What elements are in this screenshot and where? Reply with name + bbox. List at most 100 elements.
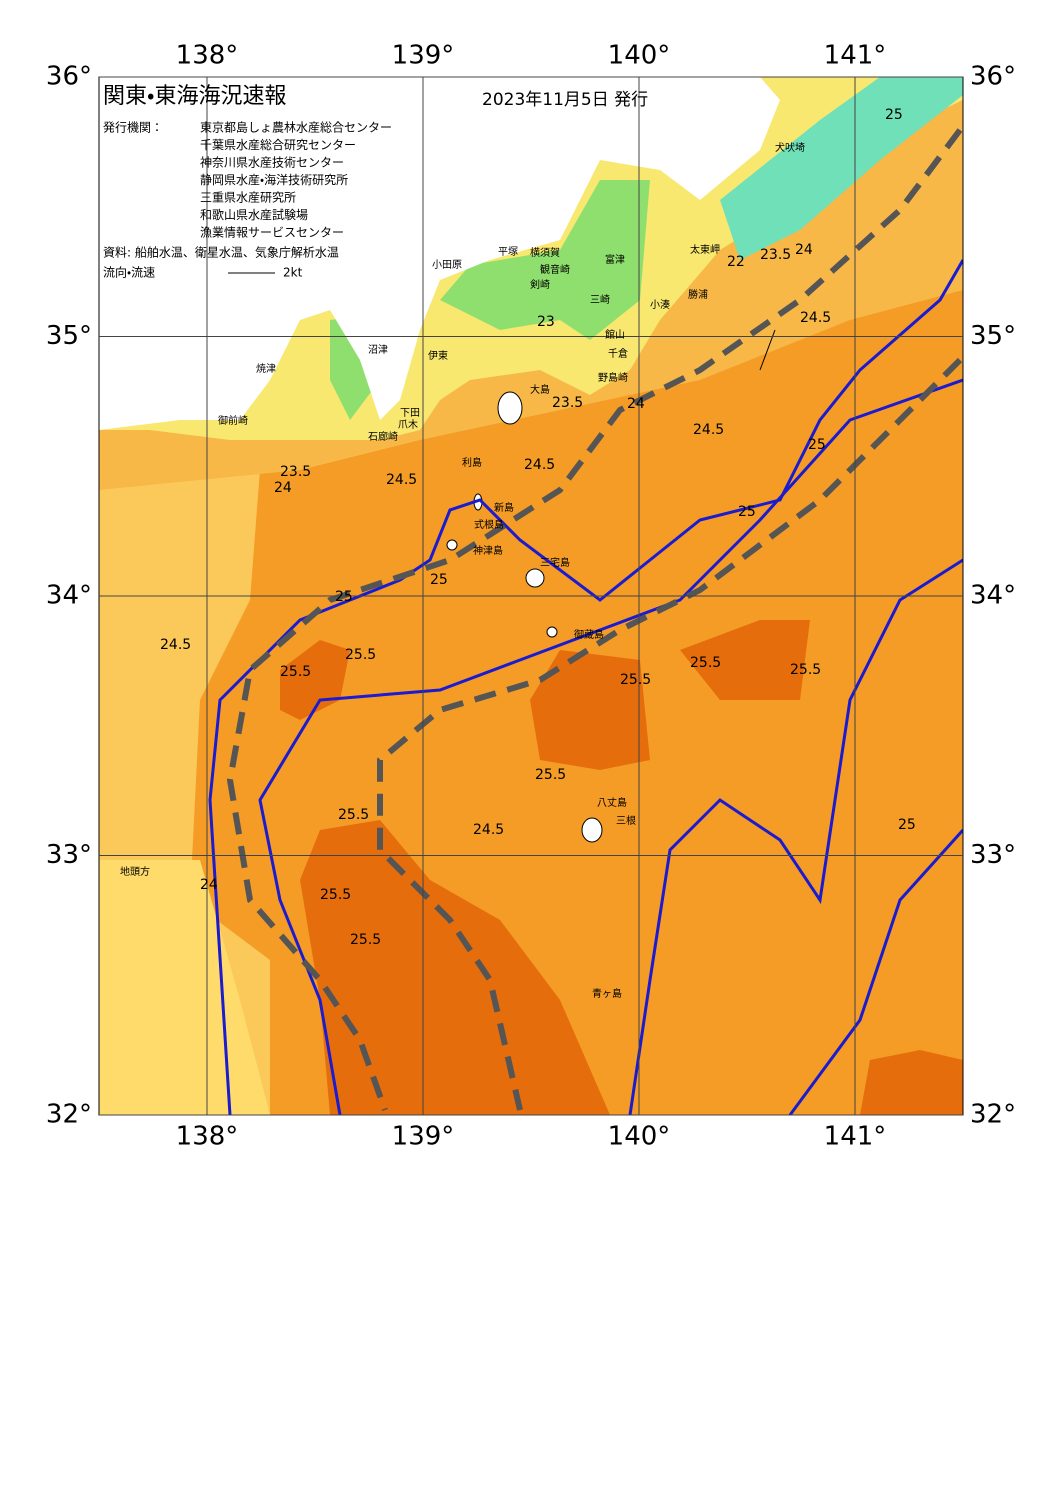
isotherm-label: 25.5 bbox=[790, 662, 821, 678]
publisher: 東京都島しょ農林水産総合センター bbox=[200, 120, 392, 135]
isotherm-label: 25 bbox=[885, 107, 903, 123]
place-name: 野島崎 bbox=[598, 371, 628, 384]
sea-hot bbox=[680, 620, 810, 700]
sea-hot bbox=[530, 650, 650, 770]
isotherm-label: 25 bbox=[335, 589, 353, 605]
place-name: 御蔵島 bbox=[574, 628, 604, 641]
isotherm-label: 24.5 bbox=[800, 310, 831, 326]
land bbox=[99, 77, 780, 430]
place-name: 爪木 bbox=[398, 419, 418, 431]
isotherm-label: 25.5 bbox=[535, 767, 566, 783]
place-name: 青ヶ島 bbox=[592, 987, 622, 1000]
issue-date: 2023年11月5日 発行 bbox=[482, 90, 648, 110]
place-name: 千倉 bbox=[608, 348, 628, 360]
isotherm-label: 25.5 bbox=[620, 672, 651, 688]
place-name: 小湊 bbox=[650, 298, 670, 311]
lat-label-right: 36° bbox=[970, 62, 1016, 92]
isotherm-label: 24.5 bbox=[386, 472, 417, 488]
place-name: 館山 bbox=[605, 328, 625, 341]
place-name: 剣崎 bbox=[530, 278, 550, 291]
isotherm-label: 25.5 bbox=[345, 647, 376, 663]
isotherm-label: 25.5 bbox=[690, 655, 721, 671]
place-name: 利島 bbox=[462, 456, 482, 469]
publisher: 三重県水産研究所 bbox=[200, 191, 296, 205]
place-name: 八丈島 bbox=[597, 796, 627, 809]
publishers-label: 発行機関： bbox=[103, 121, 163, 135]
isotherm-line bbox=[258, 378, 963, 1115]
place-name: 観音崎 bbox=[540, 263, 570, 276]
publisher: 漁業情報サービスセンター bbox=[200, 226, 344, 240]
isotherm-label: 25 bbox=[808, 437, 826, 453]
isotherm-label: 24.5 bbox=[693, 422, 724, 438]
publisher: 千葉県水産総合研究センター bbox=[200, 137, 356, 152]
place-name: 新島 bbox=[494, 501, 514, 514]
island bbox=[525, 568, 545, 588]
isotherm-line bbox=[788, 828, 963, 1115]
isotherm-label: 25 bbox=[430, 572, 448, 588]
place-name: 神津島 bbox=[473, 544, 503, 557]
lat-label-left: 36° bbox=[46, 62, 92, 92]
isotherm-label: 25 bbox=[898, 817, 916, 833]
place-name: 富津 bbox=[605, 253, 625, 266]
lon-label-bottom: 139° bbox=[392, 1122, 455, 1152]
kuroshio-axis bbox=[377, 357, 963, 1111]
isotherm-label: 24.5 bbox=[160, 637, 191, 653]
isotherm-label: 22 bbox=[727, 254, 745, 270]
isotherm-label: 25.5 bbox=[280, 664, 311, 680]
lat-label-right: 33° bbox=[970, 840, 1016, 870]
place-name: 石廊崎 bbox=[368, 430, 398, 443]
island bbox=[546, 626, 558, 638]
place-name: 御前崎 bbox=[218, 414, 248, 427]
isotherm-label: 24 bbox=[627, 396, 645, 412]
place-name: 大島 bbox=[530, 383, 550, 396]
isotherm-line bbox=[628, 558, 963, 1115]
lat-label-left: 35° bbox=[46, 321, 92, 351]
lat-label-right: 35° bbox=[970, 321, 1016, 351]
coast-green bbox=[440, 180, 650, 340]
lat-label-right: 32° bbox=[970, 1100, 1016, 1130]
lon-label-top: 139° bbox=[392, 41, 455, 71]
isotherm-line bbox=[208, 259, 963, 1115]
publishers: 東京都島しょ農林水産総合センター千葉県水産総合研究センター神奈川県水産技術センタ… bbox=[200, 120, 392, 240]
source: 資料: 船舶水温、衛星水温、気象庁解析水温 bbox=[103, 245, 339, 260]
isotherm-label: 23.5 bbox=[280, 464, 311, 480]
publisher: 静岡県水産・海洋技術研究所 bbox=[200, 172, 348, 187]
isotherm-label: 24.5 bbox=[524, 457, 555, 473]
title: 関東・東海海況速報 bbox=[103, 84, 286, 109]
place-name: 沼津 bbox=[368, 343, 388, 356]
legend-label: 流向・流速 bbox=[103, 265, 155, 280]
place-name: 太東岬 bbox=[690, 243, 720, 256]
lon-label-bottom: 140° bbox=[608, 1122, 671, 1152]
lat-label-left: 34° bbox=[46, 581, 92, 611]
place-name: 小田原 bbox=[432, 259, 462, 271]
lon-label-bottom: 138° bbox=[176, 1122, 239, 1152]
place-name: 伊東 bbox=[428, 349, 448, 362]
place-name: 焼津 bbox=[256, 363, 276, 375]
isotherm-label: 24 bbox=[274, 480, 292, 496]
lat-label-right: 34° bbox=[970, 581, 1016, 611]
sea-hot bbox=[860, 1050, 963, 1115]
legend-speed: 2kt bbox=[283, 266, 303, 280]
lon-label-top: 140° bbox=[608, 41, 671, 71]
lat-label-left: 32° bbox=[46, 1100, 92, 1130]
graticule: 138° 138° 139° 139° 140° 140° 141° 141° 32° 32° 33… bbox=[46, 41, 1016, 1152]
publisher: 神奈川県水産技術センター bbox=[200, 155, 344, 170]
lon-label-bottom: 141° bbox=[824, 1122, 887, 1152]
place-name: 地頭方 bbox=[120, 865, 150, 878]
isotherm-label: 23.5 bbox=[760, 247, 791, 263]
place-name: 三崎 bbox=[590, 293, 610, 306]
lon-label-top: 141° bbox=[824, 41, 887, 71]
place-name: 下田 bbox=[400, 408, 420, 419]
island bbox=[497, 391, 523, 425]
isotherm-label: 25.5 bbox=[320, 887, 351, 903]
lat-label-left: 33° bbox=[46, 840, 92, 870]
coast-cyan bbox=[720, 77, 963, 260]
isotherm-label: 24 bbox=[200, 877, 218, 893]
place-name: 勝浦 bbox=[688, 288, 708, 301]
sea-coastal bbox=[99, 100, 963, 490]
